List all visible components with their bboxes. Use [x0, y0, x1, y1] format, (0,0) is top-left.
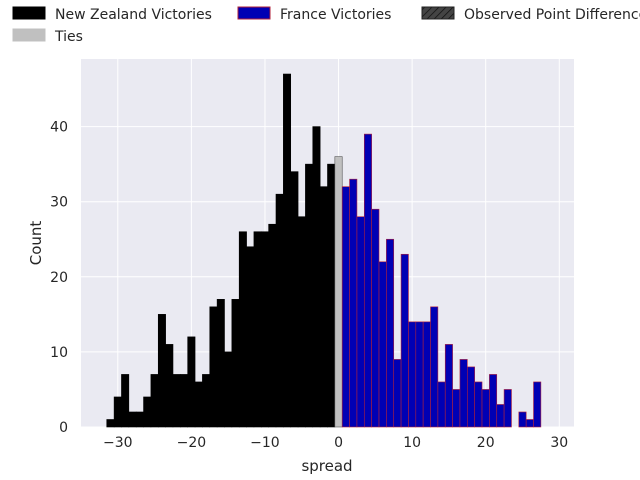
- legend-item: New Zealand Victories: [12, 6, 212, 23]
- histogram-bar: [143, 396, 152, 428]
- histogram-bar: [525, 419, 534, 428]
- histogram-bar: [430, 306, 439, 428]
- histogram-bar: [349, 178, 358, 428]
- legend-item: Ties: [12, 28, 83, 45]
- legend-label: Observed Point Difference: [464, 7, 640, 23]
- histogram-bar: [400, 253, 409, 428]
- x-axis-label: spread: [301, 457, 352, 475]
- histogram-bar: [121, 374, 130, 428]
- x-tick-label: −30: [103, 435, 133, 451]
- tick-labels: −30 −20 −10 0 10 20 30 0 10 20 30 40: [50, 120, 568, 451]
- histogram-bar: [224, 351, 233, 428]
- histogram-bar: [533, 381, 542, 428]
- x-tick-label: −10: [250, 435, 280, 451]
- histogram-bar: [459, 359, 468, 428]
- histogram-bar: [128, 411, 137, 428]
- histogram-bar: [496, 404, 505, 428]
- histogram-bar: [106, 419, 115, 428]
- histogram-bar: [113, 396, 122, 428]
- legend-label: France Victories: [280, 7, 391, 23]
- histogram-bar: [422, 321, 431, 428]
- y-tick-label: 0: [59, 420, 68, 436]
- histogram-bar: [290, 171, 299, 428]
- y-tick-label: 30: [50, 195, 68, 211]
- y-tick-label: 40: [50, 120, 68, 136]
- legend-item: Observed Point Difference: [421, 6, 640, 23]
- legend-swatch: [421, 6, 455, 20]
- histogram-bar: [489, 374, 498, 428]
- histogram-bar: [327, 163, 336, 428]
- histogram-bar: [386, 238, 395, 428]
- histogram-bar: [408, 321, 417, 428]
- histogram-bar: [393, 359, 402, 428]
- histogram-bar: [165, 344, 174, 428]
- histogram-bar: [319, 186, 328, 428]
- histogram-bar: [260, 231, 269, 428]
- x-tick-label: 30: [550, 435, 568, 451]
- histogram-bar: [180, 374, 188, 428]
- histogram-bar: [275, 193, 284, 428]
- histogram-bar: [474, 381, 483, 428]
- x-tick-label: 10: [403, 435, 421, 451]
- histogram-bar: [238, 231, 247, 428]
- legend-label: Ties: [54, 29, 83, 45]
- histogram-bar: [363, 133, 372, 428]
- histogram-bar: [246, 246, 255, 428]
- histogram-bar: [194, 381, 203, 428]
- histogram-bar: [356, 216, 365, 428]
- histogram-bar: [518, 411, 527, 428]
- histogram-bar: [150, 374, 159, 428]
- histogram-bar: [216, 299, 225, 428]
- x-tick-label: −20: [177, 435, 207, 451]
- histogram-bar: [371, 208, 380, 428]
- histogram-bar: [202, 374, 211, 428]
- histogram-bar: [341, 186, 350, 428]
- histogram-bar: [452, 389, 461, 428]
- histogram-bar: [283, 73, 292, 428]
- histogram-bar: [503, 389, 512, 428]
- histogram-bar: [253, 231, 262, 428]
- histogram-bar: [187, 336, 196, 428]
- histogram-bar: [305, 163, 314, 428]
- y-tick-label: 20: [50, 270, 68, 286]
- y-axis-label: Count: [27, 221, 45, 266]
- legend-swatch: [12, 6, 46, 20]
- y-tick-label: 10: [50, 345, 68, 361]
- histogram-bar: [231, 299, 240, 428]
- histogram-bar: [172, 374, 181, 428]
- histogram-bar: [415, 321, 424, 428]
- legend: New Zealand Victories France Victories Obs…: [12, 6, 640, 45]
- legend-swatch: [12, 28, 46, 42]
- x-tick-label: 0: [334, 435, 343, 451]
- legend-label: New Zealand Victories: [55, 7, 212, 23]
- histogram-bar: [481, 389, 490, 428]
- histogram-bar: [312, 126, 321, 428]
- histogram-bar: [297, 216, 306, 428]
- histogram-bar: [444, 344, 453, 428]
- histogram-bar: [334, 156, 343, 428]
- histogram-bar: [157, 314, 166, 428]
- legend-item: France Victories: [237, 6, 391, 23]
- histogram-bar: [437, 381, 446, 428]
- histogram-bar: [209, 306, 218, 428]
- histogram-bar: [135, 411, 144, 428]
- histogram-bars: [106, 73, 542, 428]
- histogram-bar: [467, 366, 475, 428]
- x-tick-label: 20: [477, 435, 495, 451]
- histogram-bar: [378, 261, 387, 428]
- histogram-bar: [268, 223, 277, 428]
- legend-swatch: [237, 6, 271, 20]
